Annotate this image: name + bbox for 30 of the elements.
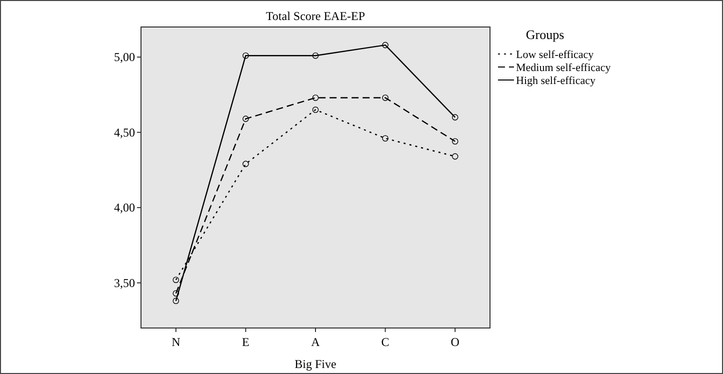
chart-title: Total Score EAE-EP: [266, 9, 366, 23]
x-tick-label: E: [242, 335, 250, 349]
point: [452, 114, 458, 120]
x-tick-label: A: [311, 335, 320, 349]
point: [242, 160, 249, 168]
legend-title: Groups: [526, 27, 564, 42]
point: [242, 116, 249, 122]
point: [242, 52, 249, 59]
point: [312, 106, 319, 113]
x-tick-label: C: [381, 335, 390, 349]
point: [172, 276, 180, 283]
point: [312, 94, 319, 101]
point: [172, 298, 180, 304]
x-axis-title: Big Five: [294, 357, 336, 371]
point: [172, 290, 180, 297]
point: [452, 138, 458, 145]
point: [382, 135, 388, 142]
point: [452, 153, 458, 160]
point: [382, 94, 388, 101]
legend-label: Medium self-efficacy: [516, 62, 612, 74]
point: [382, 42, 388, 48]
y-tick-label: 4,00: [114, 200, 135, 215]
y-tick-label: 5,00: [114, 50, 135, 64]
x-tick-label: O: [450, 335, 460, 349]
point: [312, 52, 319, 59]
y-tick-label: 3,50: [114, 276, 135, 290]
y-tick-label: 4,50: [114, 125, 135, 140]
legend-label: High self-efficacy: [516, 75, 596, 87]
legend-label: Low self-efficacy: [516, 49, 594, 61]
x-tick-label: N: [172, 335, 181, 349]
